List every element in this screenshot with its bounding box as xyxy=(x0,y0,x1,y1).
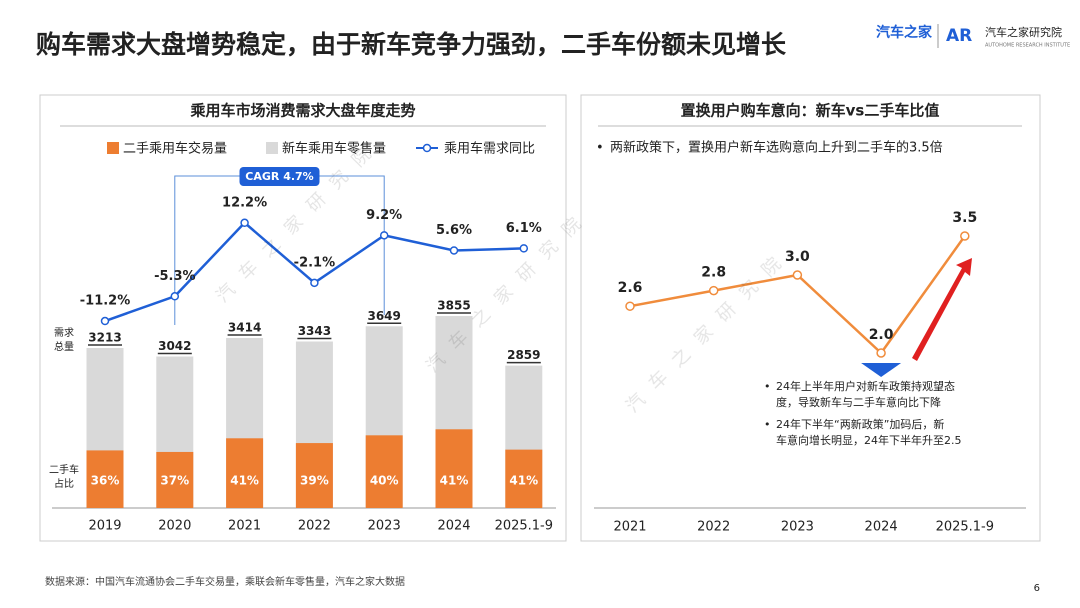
value-label: 2.6 xyxy=(618,280,643,296)
chart-title: 置换用户购车意向：新车vs二手车比值 xyxy=(681,102,940,120)
value-label: 2.8 xyxy=(701,265,726,281)
bar-used-share xyxy=(365,435,403,508)
bullet: • xyxy=(764,380,771,393)
total-label: 2859 xyxy=(507,348,540,362)
yoy-label: 5.6% xyxy=(436,223,472,238)
x-tick-label: 2020 xyxy=(158,519,191,534)
annotation: CAGR 4.7% xyxy=(245,170,313,183)
logo: 汽车之家研究院 xyxy=(985,25,1062,39)
share-label: 41% xyxy=(509,474,538,488)
legend-label: 乘用车需求同比 xyxy=(444,141,535,157)
legend-label: 二手乘用车交易量 xyxy=(123,141,227,157)
x-tick-label: 2025.1-9 xyxy=(936,520,994,535)
note: 车意向增长明显，24年下半年升至2.5 xyxy=(776,433,962,447)
x-tick-label: 2023 xyxy=(368,519,401,534)
bar-used-share xyxy=(86,450,124,508)
bar-used-share xyxy=(435,429,473,508)
yoy-point xyxy=(379,231,389,240)
logo: 汽车之家 xyxy=(876,24,933,41)
total-label: 3343 xyxy=(298,324,331,338)
yoy-point xyxy=(519,244,529,253)
x-tick-label: 2024 xyxy=(437,519,470,534)
value-label: 3.0 xyxy=(785,249,810,265)
yoy-point xyxy=(310,278,319,288)
total-label: 3649 xyxy=(367,309,400,323)
subtitle: 两新政策下，置换用户新车选购意向上升到二手车的3.5倍 xyxy=(610,140,943,156)
yoy-label: 9.2% xyxy=(366,208,402,223)
share-label: 37% xyxy=(160,474,189,488)
up-arrow xyxy=(912,258,972,361)
logo-mark: AR xyxy=(946,26,972,46)
yoy-label: -2.1% xyxy=(294,255,335,270)
ratio-point xyxy=(625,301,635,311)
bar-used-share xyxy=(505,449,543,508)
total-label: 3414 xyxy=(228,320,261,334)
down-arrow xyxy=(861,363,902,377)
logo-sub: AUTOHOME RESEARCH INSTITUTE xyxy=(985,43,1070,49)
ratio-point xyxy=(876,348,886,358)
side-label: 总量 xyxy=(54,340,74,353)
bar-used-share xyxy=(295,443,333,508)
side-label: 占比 xyxy=(54,477,74,490)
x-tick-label: 2021 xyxy=(228,519,261,534)
chart-title: 乘用车市场消费需求大盘年度走势 xyxy=(189,102,415,120)
x-tick-label: 2021 xyxy=(613,520,646,535)
note: 24年上半年用户对新车政策持观望态 xyxy=(776,379,955,393)
note: 24年下半年“两新政策”加码后，新 xyxy=(776,417,944,431)
side-label: 需求 xyxy=(54,327,74,339)
yoy-label: -11.2% xyxy=(80,294,131,309)
legend-swatch xyxy=(266,142,278,154)
total-label: 3855 xyxy=(437,299,470,313)
share-label: 36% xyxy=(91,474,120,488)
value-label: 2.0 xyxy=(869,327,894,343)
legend-swatch xyxy=(107,142,119,154)
x-tick-label: 2023 xyxy=(781,520,814,535)
legend-marker xyxy=(422,143,432,153)
yoy-point xyxy=(100,316,110,326)
ratio-point xyxy=(960,231,970,241)
legend-label: 新车乘用车零售量 xyxy=(282,141,386,157)
x-tick-label: 2025.1-9 xyxy=(495,519,553,534)
x-tick-label: 2019 xyxy=(88,519,121,534)
value-label: 3.5 xyxy=(952,210,977,226)
side-label: 二手车 xyxy=(49,463,79,476)
bullet: • xyxy=(596,141,604,156)
page-number: 6 xyxy=(1034,583,1040,594)
yoy-point xyxy=(240,218,249,228)
yoy-point xyxy=(170,292,180,301)
panel xyxy=(580,94,1041,542)
share-label: 39% xyxy=(300,474,329,488)
note: 度，导致新车与二手车意向比下降 xyxy=(776,395,941,409)
x-tick-label: 2022 xyxy=(697,520,730,535)
total-label: 3042 xyxy=(158,339,191,353)
bullet: • xyxy=(764,418,771,431)
yoy-label: -5.3% xyxy=(154,269,195,284)
share-label: 41% xyxy=(440,474,469,488)
share-label: 41% xyxy=(230,474,259,488)
yoy-label: 6.1% xyxy=(506,221,542,236)
bar-used-share xyxy=(156,451,194,508)
yoy-point xyxy=(449,246,459,255)
ratio-point xyxy=(708,285,719,296)
bar-used-share xyxy=(226,438,264,508)
total-label: 3213 xyxy=(88,330,121,344)
cagr-box xyxy=(239,167,320,186)
x-tick-label: 2024 xyxy=(865,520,898,535)
slide-title: 购车需求大盘增势稳定，由于新车竞争力强劲，二手车份额未见增长 xyxy=(36,30,787,59)
source: 数据来源：中国汽车流通协会二手车交易量，乘联会新车零售量，汽车之家大数据 xyxy=(45,575,405,588)
ratio-point xyxy=(792,270,803,280)
yoy-label: 12.2% xyxy=(222,195,267,210)
x-tick-label: 2022 xyxy=(298,519,331,534)
share-label: 40% xyxy=(370,474,399,488)
